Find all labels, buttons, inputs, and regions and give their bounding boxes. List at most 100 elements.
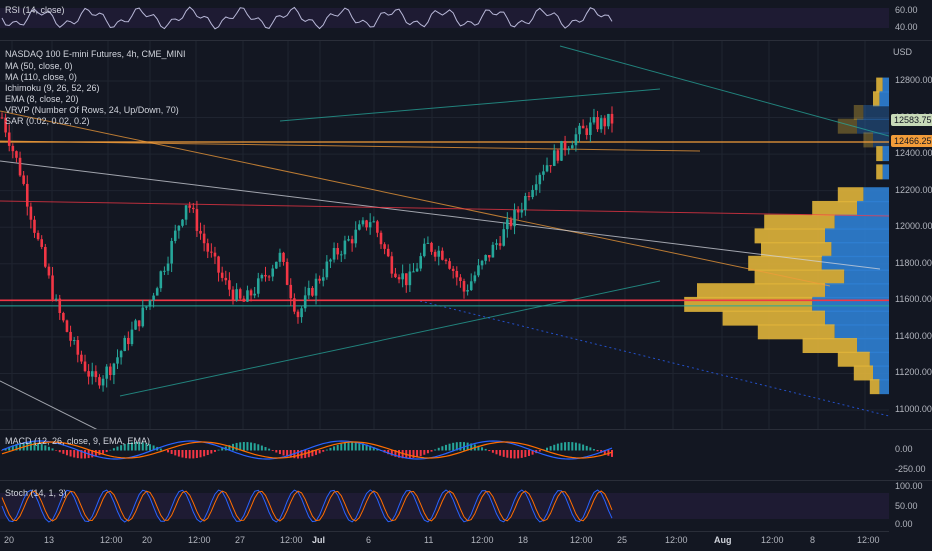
volume-profile-down <box>879 91 889 107</box>
rsi-plot <box>0 6 889 30</box>
candle-body <box>54 298 58 300</box>
macd-histogram-bar <box>336 444 339 451</box>
rsi-label: RSI (14, close) <box>5 5 65 15</box>
volume-profile-down <box>825 310 889 326</box>
candle-body <box>210 251 213 253</box>
macd-histogram-bar <box>419 450 422 457</box>
trend-line <box>119 280 661 397</box>
time-tick: 27 <box>235 535 246 545</box>
candle-body <box>401 273 404 280</box>
stoch-tick-0: 0.00 <box>895 519 913 529</box>
candle-body <box>455 271 459 278</box>
candle-body <box>524 195 527 211</box>
candle-body <box>368 222 372 228</box>
candle-body <box>87 371 90 377</box>
macd-histogram-bar <box>401 450 404 459</box>
candle-body <box>314 278 318 296</box>
macd-plot <box>1 440 613 460</box>
macd-histogram-bar <box>98 450 101 456</box>
legend-ma50[interactable]: MA (50, close, 0) <box>5 61 73 71</box>
macd-histogram-bar <box>361 443 364 451</box>
macd-histogram-bar <box>109 449 112 451</box>
candle-body <box>25 183 29 207</box>
macd-histogram-bar <box>444 444 447 451</box>
candle-body <box>159 271 163 289</box>
price-tick: 12200.00 <box>895 184 932 195</box>
macd-histogram-bar <box>152 445 155 451</box>
macd-histogram-bar <box>120 445 123 451</box>
candle-body <box>11 145 15 152</box>
legend-sar[interactable]: SAR (0.02, 0.02, 0.2) <box>5 116 90 126</box>
macd-histogram-bar <box>553 444 556 451</box>
macd-histogram-bar <box>203 450 206 457</box>
macd-histogram-bar <box>509 450 512 459</box>
pane-separator[interactable] <box>0 429 932 430</box>
candle-body <box>451 268 455 272</box>
time-tick: 12:00 <box>570 535 593 545</box>
candle-body <box>90 371 94 377</box>
candle-body <box>466 290 469 292</box>
candle-body <box>332 248 336 260</box>
candle-body <box>83 361 87 372</box>
candle-body <box>459 277 462 282</box>
macd-histogram-bar <box>358 442 361 451</box>
rsi-line <box>1 6 613 30</box>
legend-vrvp[interactable]: VRVP (Number Of Rows, 24, Up/Down, 70) <box>5 105 179 115</box>
candle-body <box>354 229 358 244</box>
stoch-pane[interactable]: Stoch (14, 1, 3) <box>0 481 889 531</box>
macd-histogram-bar <box>448 443 451 451</box>
macd-histogram-bar <box>286 450 289 457</box>
macd-histogram-bar <box>333 446 336 451</box>
price-axis[interactable]: USD 12800.0012600.0012400.0012200.001200… <box>889 41 932 429</box>
candle-body <box>610 113 614 124</box>
stoch-label: Stoch (14, 1, 3) <box>5 488 67 498</box>
candle-body <box>502 229 506 246</box>
candle-body <box>0 117 4 119</box>
macd-histogram-bar <box>19 443 22 451</box>
price-tick: 11600.00 <box>895 294 932 305</box>
macd-histogram-bar <box>531 450 534 455</box>
pane-separator[interactable] <box>0 480 932 481</box>
legend-ichimoku[interactable]: Ichimoku (9, 26, 52, 26) <box>5 83 100 93</box>
candle-body <box>531 189 534 198</box>
macd-histogram-bar <box>40 444 43 451</box>
macd-pane[interactable]: MACD (12, 26, close, 9, EMA, EMA) <box>0 430 889 480</box>
main-chart-pane[interactable]: NASDAQ 100 E-mini Futures, 4h, CME_MINI … <box>0 41 889 429</box>
macd-histogram-bar <box>33 442 36 451</box>
candle-body <box>264 275 267 277</box>
macd-histogram-bar <box>564 442 567 451</box>
macd-histogram-bar <box>596 450 599 452</box>
candle-body <box>4 117 7 133</box>
legend-ma110[interactable]: MA (110, close, 0) <box>5 72 77 82</box>
candle-body <box>181 219 184 226</box>
candle-body <box>188 205 191 208</box>
candle-body <box>238 289 242 299</box>
macd-histogram-bar <box>206 450 209 455</box>
macd-histogram-bar <box>217 449 220 451</box>
candle-body <box>419 256 422 269</box>
candle-body <box>383 244 386 249</box>
candle-body <box>108 366 112 376</box>
volume-profile-down <box>882 77 889 93</box>
legend-ema[interactable]: EMA (8, close, 20) <box>5 94 79 104</box>
volume-profile-down <box>869 351 889 367</box>
time-axis[interactable]: 20 13 12:00 20 12:00 27 12:00 Jul 6 11 12:00 18 12:0… <box>0 531 889 551</box>
macd-histogram-bar <box>571 442 574 451</box>
time-tick: 18 <box>518 535 529 545</box>
macd-histogram-bar <box>434 449 437 451</box>
candle-body <box>275 261 278 269</box>
macd-axis: 0.00 -250.00 <box>889 430 932 480</box>
candle-body <box>487 255 491 258</box>
candle-body <box>40 239 44 247</box>
candle-body <box>134 320 137 330</box>
rsi-pane[interactable]: RSI (14, close) <box>0 0 889 40</box>
volume-profile-up <box>802 338 857 354</box>
candle-body <box>574 134 578 146</box>
macd-histogram-bar <box>91 450 94 458</box>
candle-body <box>300 308 303 318</box>
pane-separator[interactable] <box>0 40 932 41</box>
candle-body <box>542 171 545 175</box>
macd-histogram-bar <box>354 442 357 451</box>
macd-histogram-bar <box>167 450 170 453</box>
macd-histogram-bar <box>138 442 141 451</box>
